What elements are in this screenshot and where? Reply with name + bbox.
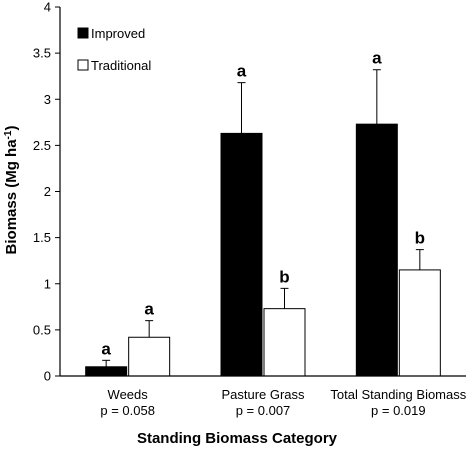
y-axis-ticks: 0 0.5 1 1.5 2 2.5 3 3.5 4 — [33, 0, 60, 384]
y-tick-label: 2.5 — [33, 138, 51, 153]
x-tick-label: Total Standing Biomass — [330, 387, 466, 402]
significance-labels: a a a b a b — [101, 49, 425, 359]
legend-label: Improved — [91, 26, 145, 41]
y-tick-label: 0.5 — [33, 322, 51, 337]
significance-letter: a — [372, 49, 382, 68]
y-axis-title-superscript: -1 — [3, 130, 14, 139]
x-tick-label: Pasture Grass — [221, 387, 305, 402]
y-axis-title-close: ) — [3, 126, 20, 131]
legend-swatch — [77, 27, 89, 39]
y-tick-label: 1.5 — [33, 230, 51, 245]
y-tick-label: 3 — [44, 92, 51, 107]
y-tick-label: 2 — [44, 184, 51, 199]
bar — [220, 132, 263, 377]
significance-letter: b — [279, 267, 289, 286]
y-axis-title-main: Biomass (Mg ha — [3, 139, 20, 255]
y-tick-label: 0 — [44, 369, 51, 384]
p-value-label: p = 0.058 — [100, 403, 155, 418]
p-value-label: p = 0.019 — [371, 403, 426, 418]
bar — [398, 269, 441, 377]
axes — [59, 7, 466, 377]
significance-letter: a — [144, 300, 154, 319]
legend-label: Traditional — [91, 58, 151, 73]
y-tick-label: 1 — [44, 276, 51, 291]
p-value-label: p = 0.007 — [236, 403, 291, 418]
bar — [263, 308, 306, 377]
bar — [85, 366, 128, 377]
bars-group — [85, 123, 441, 377]
significance-letter: a — [237, 62, 247, 81]
significance-letter: b — [415, 229, 425, 248]
y-tick-label: 3.5 — [33, 46, 51, 61]
x-tick-label: Weeds — [108, 387, 149, 402]
bar — [128, 336, 171, 377]
y-axis-title: Biomass (Mg ha-1) — [3, 126, 20, 255]
x-axis-title: Standing Biomass Category — [137, 430, 338, 447]
bar — [355, 123, 398, 377]
legend: Improved Traditional — [77, 26, 151, 73]
y-tick-label: 4 — [44, 0, 51, 15]
legend-swatch — [77, 59, 89, 71]
significance-letter: a — [101, 339, 111, 358]
error-bars-group — [102, 69, 424, 367]
